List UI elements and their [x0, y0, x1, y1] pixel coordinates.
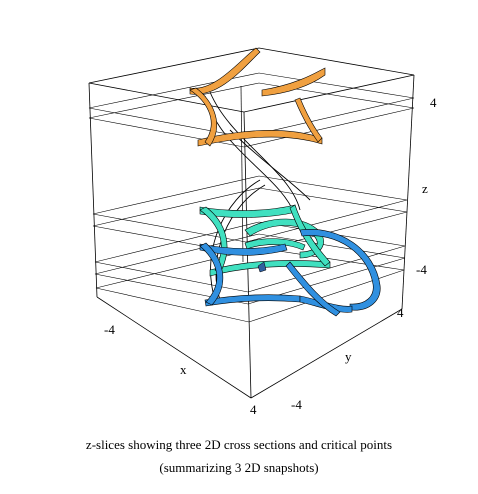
critical-point-marker: [257, 261, 267, 273]
3d-plot: 4 z -4 4 y -4 -4 x 4: [88, 47, 437, 417]
plane-mid-lower: [92, 187, 408, 255]
top-slice-right-arc: [261, 67, 326, 97]
bottom-slice-loop: [299, 229, 381, 311]
bottom-slice-upper: [199, 243, 288, 256]
top-slice: [189, 47, 326, 147]
middle-slice-lower: [209, 260, 331, 277]
box-bottom-right: [250, 308, 403, 399]
plane-bot-base: [95, 247, 405, 323]
y-tick-min: -4: [291, 397, 302, 412]
plane-bot-upper: [94, 221, 406, 293]
y-axis-label: y: [345, 349, 352, 364]
bottom-slice-left: [199, 242, 224, 306]
x-tick-max: 4: [250, 402, 257, 417]
box-edge-back-left: [88, 82, 98, 298]
top-slice-right-lower: [294, 97, 323, 143]
z-tick-bottom: -4: [416, 262, 427, 277]
middle-slice-right: [289, 204, 331, 267]
x-tick-min: -4: [104, 322, 115, 337]
top-slice-lower-arc: [197, 130, 323, 147]
plane-mid-upper: [92, 175, 408, 243]
middle-slice-inner: [244, 238, 306, 251]
x-axis-label: x: [180, 362, 187, 377]
caption-line-2: (summarizing 3 2D snapshots): [159, 460, 319, 475]
caption-line-1: z-slices showing three 2D cross sections…: [85, 437, 393, 452]
z-axis-label: z: [422, 181, 428, 196]
y-tick-max: 4: [397, 305, 404, 320]
z-tick-top: 4: [430, 95, 437, 110]
bottom-slice: [199, 229, 381, 317]
middle-slice: [199, 204, 331, 277]
center-axis: [240, 85, 244, 263]
plane-top-upper: [88, 72, 415, 138]
box-bottom-left: [96, 296, 252, 399]
bottom-slice-arc: [285, 261, 341, 317]
top-slice-left-arc: [189, 87, 217, 147]
